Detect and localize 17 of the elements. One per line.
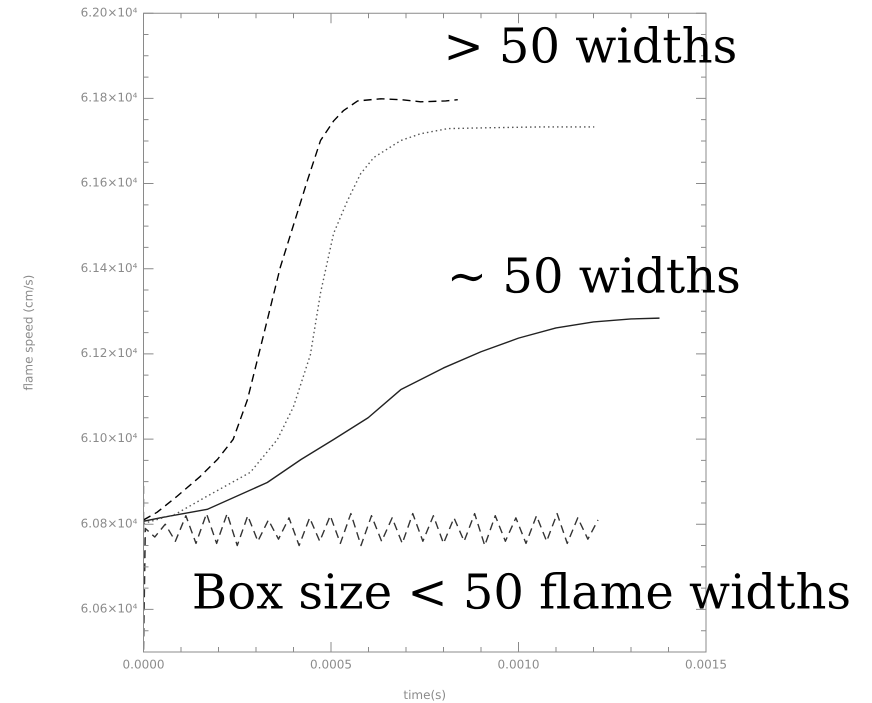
y-tick-label: 6.10×10⁴ xyxy=(80,431,138,446)
y-tick-label: 6.06×10⁴ xyxy=(80,602,138,616)
y-tick-label: 6.14×10⁴ xyxy=(80,260,138,275)
y-tick-label: 6.18×10⁴ xyxy=(80,90,138,104)
annotation: Box size < 50 flame widths xyxy=(192,564,851,621)
x-tick-label: 0.0015 xyxy=(685,657,727,672)
annotation: ~ 50 widths xyxy=(446,248,741,304)
y-axis-title: flame speed (cm/s) xyxy=(21,274,36,391)
x-tick-label: 0.0000 xyxy=(122,657,164,672)
y-tick-label: 6.20×10⁴ xyxy=(80,5,138,20)
x-tick-label: 0.0010 xyxy=(498,657,540,672)
y-tick-label: 6.08×10⁴ xyxy=(80,516,138,530)
annotation: > 50 widths xyxy=(443,18,738,74)
y-tick-label: 6.16×10⁴ xyxy=(80,176,138,190)
x-tick-label: 0.0005 xyxy=(310,657,352,672)
y-tick-label: 6.12×10⁴ xyxy=(80,346,138,360)
x-axis-title: time(s) xyxy=(403,688,446,702)
